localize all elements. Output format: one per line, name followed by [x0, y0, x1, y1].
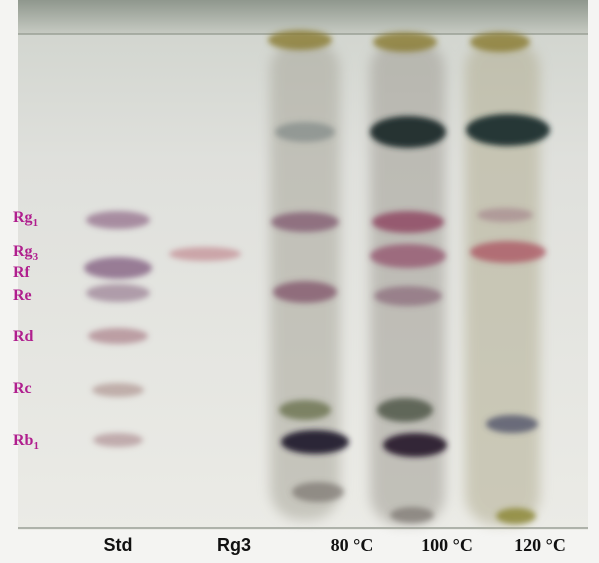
lane-labels: Std Rg3 80 °C 100 °C 120 °C: [104, 535, 566, 555]
lane-label: 100 °C: [421, 535, 473, 555]
band-label-subscript: 3: [33, 251, 39, 263]
band-label: Rf: [13, 264, 31, 281]
lane-label: Std: [104, 535, 133, 555]
band-label: Re: [13, 287, 32, 304]
band-label-text: Rb: [13, 432, 34, 449]
band-label-text: Rg: [13, 209, 33, 226]
lane-label: Rg3: [217, 535, 251, 555]
band-label-subscript: 1: [33, 440, 39, 452]
band-label: Rg1: [13, 209, 38, 229]
band-label-subscript: 1: [33, 217, 39, 229]
band-label-text: Rf: [13, 264, 31, 281]
band-label: Rd: [13, 328, 34, 345]
spots: [84, 30, 550, 524]
band-label: Rg3: [13, 243, 39, 263]
band-label-text: Rc: [13, 380, 32, 397]
band-label: Rc: [13, 380, 32, 397]
band-label: Rb1: [13, 432, 39, 452]
lane-label: 120 °C: [514, 535, 566, 555]
band-label-text: Rg: [13, 243, 33, 260]
lane-label: 80 °C: [331, 535, 374, 555]
band-label-text: Re: [13, 287, 32, 304]
band-label-text: Rd: [13, 328, 34, 345]
